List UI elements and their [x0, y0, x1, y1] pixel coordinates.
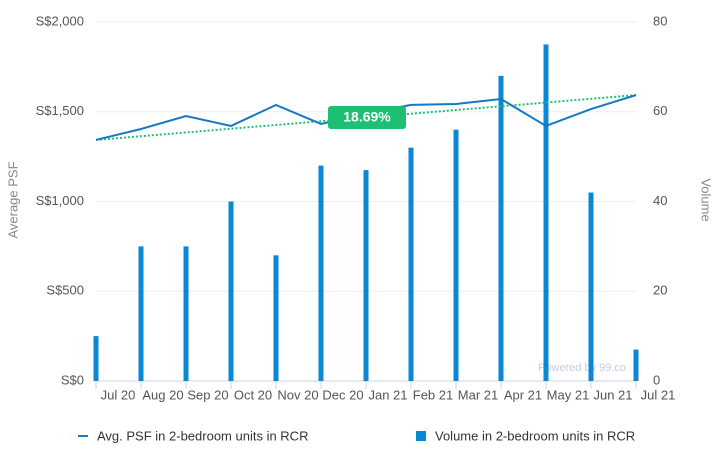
bar: [273, 255, 279, 381]
x-tick-label: Jun 21: [593, 387, 632, 402]
x-tick-label: Dec 20: [322, 387, 363, 402]
y-tick-label: S$1,000: [36, 193, 84, 208]
bar: [633, 349, 639, 381]
x-tick-label: Jan 21: [368, 387, 407, 402]
x-tick-label: Jul 21: [641, 387, 676, 402]
legend-symbol: [416, 431, 426, 441]
y2-tick-label: 0: [653, 372, 660, 387]
legend-label: Avg. PSF in 2-bedroom units in RCR: [97, 428, 308, 443]
bar: [228, 201, 234, 381]
bar: [93, 336, 99, 381]
bar: [183, 246, 189, 381]
bar: [543, 44, 549, 381]
y-tick-label: S$500: [46, 283, 84, 298]
bar: [498, 75, 504, 381]
watermark: Powered by 99.co: [538, 362, 626, 374]
y-tick-label: S$0: [61, 372, 84, 387]
x-tick-label: Mar 21: [458, 387, 498, 402]
y2-axis-title: Volume: [699, 178, 714, 221]
x-tick-label: Aug 20: [142, 387, 183, 402]
x-tick-label: Sep 20: [187, 387, 228, 402]
bar: [453, 129, 459, 381]
y2-tick-label: 20: [653, 283, 667, 298]
annotation: 18.69%: [343, 109, 391, 125]
y2-tick-label: 40: [653, 193, 667, 208]
x-tick-label: Apr 21: [504, 387, 542, 402]
x-tick-label: Nov 20: [277, 387, 318, 402]
bar: [363, 170, 369, 381]
x-tick-label: Jul 20: [101, 387, 136, 402]
y-tick-label: S$2,000: [36, 13, 84, 28]
y-axis-title: Average PSF: [5, 161, 20, 238]
annotation-box: [328, 106, 406, 129]
legend-label: Volume in 2-bedroom units in RCR: [435, 428, 635, 443]
y-tick-label: S$1,500: [36, 103, 84, 118]
bar: [138, 246, 144, 381]
x-tick-label: Oct 20: [234, 387, 272, 402]
x-tick-label: Feb 21: [413, 387, 453, 402]
bar: [408, 147, 414, 381]
bar: [318, 165, 324, 381]
y2-tick-label: 80: [653, 13, 667, 28]
bar: [588, 192, 594, 381]
y2-tick-label: 60: [653, 103, 667, 118]
x-tick-label: May 21: [547, 387, 590, 402]
